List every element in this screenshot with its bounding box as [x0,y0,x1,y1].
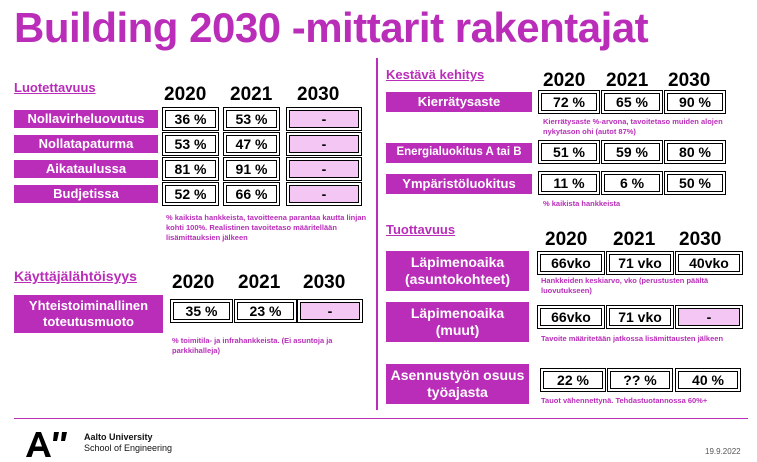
value-cell: - [286,132,362,156]
column-divider [376,58,378,410]
year-header-2021: 2021 [606,70,649,91]
value-cell: 66vko [537,305,605,329]
row-label-line: toteutusmuoto [43,314,134,329]
value-cell: 51 % [538,140,600,164]
productivity-note: Tauot vähennettynä. Tehdastuotannossa 60… [541,396,708,405]
year-header-2030: 2030 [303,272,346,293]
value-cell: 91 % [223,157,280,181]
productivity-note: Hankkeiden keskiarvo, vko (perustusten p… [541,276,709,295]
year-header-2020: 2020 [545,229,588,250]
value-cell: 66 % [223,182,280,206]
footer-divider [14,418,748,419]
row-label-kierratysaste: Kierrätysaste [386,92,532,112]
row-label-line: työajasta [427,384,488,400]
value-cell: - [286,107,362,131]
year-header-2030: 2030 [297,84,340,105]
sustainability-note: Kierrätysaste %-arvona, tavoitetaso muid… [543,117,723,136]
row-label-line: Läpimenoaika [410,254,505,271]
footer-date: 19.9.2022 [705,447,741,456]
year-header-2030: 2030 [668,70,711,91]
value-cell: 66vko [537,251,605,275]
value-cell: 90 % [664,90,726,114]
row-label-budjetissa: Budjetissa [14,185,158,203]
row-label-lapimenoaika-asunto: Läpimenoaika (asuntokohteet) [386,251,529,291]
reliability-note: % kaikista hankkeista, tavoitteena paran… [166,213,367,242]
value-cell: 80 % [664,140,726,164]
section-heading-user: Käyttäjälähtöisyys [14,268,137,284]
value-cell: 71 vko [606,305,674,329]
value-cell: - [286,157,362,181]
value-cell: - [286,182,362,206]
section-heading-sustainability: Kestävä kehitys [386,67,485,82]
value-cell: 71 vko [606,251,674,275]
value-cell: 23 % [234,299,297,323]
aalto-a-logo-icon [26,432,67,457]
value-cell: 11 % [538,171,600,195]
value-cell: 40vko [675,251,743,275]
page-title: Building 2030 -mittarit rakentajat [14,4,649,51]
year-header-2021: 2021 [238,272,281,293]
row-label-line: Yhteistoiminallinen [28,298,149,314]
row-label-line: Asennustyön osuus [390,367,525,384]
value-cell: 40 % [675,368,741,392]
section-heading-reliability: Luotettavuus [14,80,96,95]
row-label-nollavirheluovutus: Nollavirheluovutus [14,110,158,128]
row-label-aikataulussa: Aikataulussa [14,160,158,178]
value-cell: ?? % [607,368,673,392]
value-cell: 36 % [162,107,219,131]
value-cell: 81 % [162,157,219,181]
section-heading-productivity: Tuottavuus [386,222,456,237]
footer-institution: Aalto University School of Engineering [84,432,172,454]
year-header-2021: 2021 [230,84,273,105]
row-label-ymparistoluokitus: Ympäristöluokitus [386,174,532,194]
row-label-nollatapaturma: Nollatapaturma [14,135,158,153]
school-name: School of Engineering [84,442,173,453]
university-name: Aalto University [84,432,153,442]
value-cell: 65 % [601,90,663,114]
row-label-yhteistoiminallinen: Yhteistoiminallinen toteutusmuoto [14,295,163,333]
productivity-note: Tavoite määritetään jatkossa lisämittaus… [541,334,724,343]
year-header-2020: 2020 [543,70,586,91]
row-label-lapimenoaika-muut: Läpimenoaika (muut) [386,302,529,342]
value-cell: 35 % [170,299,233,323]
value-cell: - [297,299,363,323]
row-label-asennustyo: Asennustyön osuus työajasta [386,364,529,404]
year-header-2021: 2021 [613,229,656,250]
year-header-2030: 2030 [679,229,722,250]
year-header-2020: 2020 [164,84,207,105]
row-label-line: (muut) [435,322,480,338]
value-cell: 22 % [540,368,606,392]
user-note: % toimitila- ja infrahankkeista. (Ei asu… [172,336,333,355]
row-label-line: (asuntokohteet) [405,271,510,287]
value-cell: 72 % [538,90,600,114]
year-header-2020: 2020 [172,272,215,293]
value-cell: 6 % [601,171,663,195]
value-cell: 59 % [601,140,663,164]
row-label-energialuokitus: Energialuokitus A tai B [386,143,532,163]
value-cell: 47 % [223,132,280,156]
value-cell: - [675,305,743,329]
value-cell: 53 % [162,132,219,156]
value-cell: 52 % [162,182,219,206]
value-cell: 50 % [664,171,726,195]
sustainability-note: % kaikista hankkeista [543,199,621,208]
row-label-line: Läpimenoaika [410,305,505,322]
value-cell: 53 % [223,107,280,131]
